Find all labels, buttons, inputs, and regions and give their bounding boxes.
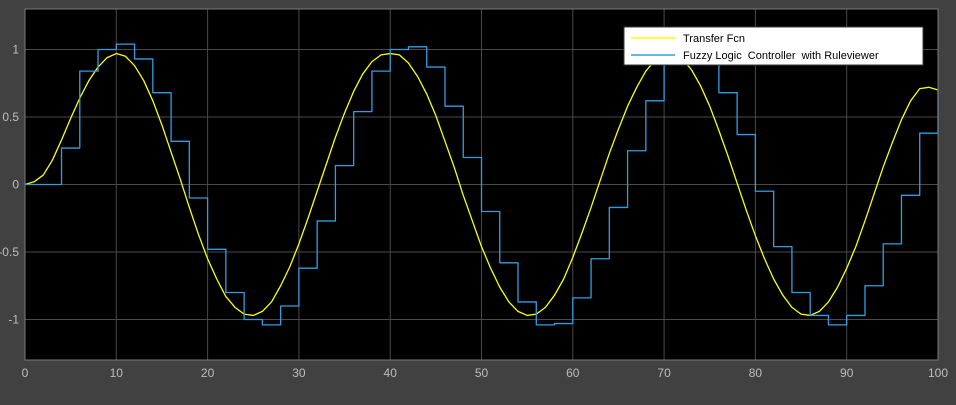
legend-label: Fuzzy Logic Controller with Ruleviewer — [683, 50, 879, 62]
y-tick-label: -0.5 — [0, 245, 19, 259]
x-tick-label: 90 — [840, 366, 854, 380]
x-tick-label: 70 — [657, 366, 671, 380]
series-line-transfer-fcn — [24, 52, 939, 317]
x-tick-label: 40 — [384, 366, 398, 380]
x-tick-label: 50 — [475, 366, 489, 380]
legend-box — [623, 26, 924, 66]
x-tick-label: 30 — [292, 366, 306, 380]
x-tick-label: 100 — [928, 366, 948, 380]
x-tick-label: 10 — [110, 366, 124, 380]
y-tick-label: -1 — [8, 313, 19, 327]
x-tick-label: 60 — [566, 366, 580, 380]
x-tick-label: 20 — [201, 366, 215, 380]
legend-label: Transfer Fcn — [683, 33, 745, 45]
x-tick-label: 0 — [22, 366, 29, 380]
y-tick-label: 0 — [12, 178, 19, 192]
series-line-fuzzy-controller — [25, 43, 939, 326]
tick-labels: 0 10 20 30 40 50 60 70 80 90 100 -1 -0.5 0 0.5 1 — [0, 43, 948, 381]
legend: Transfer Fcn Fuzzy Logic Controller with … — [623, 26, 924, 66]
series-group — [24, 43, 939, 326]
plot-frame — [24, 8, 939, 361]
y-tick-label: 0.5 — [2, 110, 19, 124]
x-tick-label: 80 — [749, 366, 763, 380]
y-tick-label: 1 — [12, 43, 19, 57]
